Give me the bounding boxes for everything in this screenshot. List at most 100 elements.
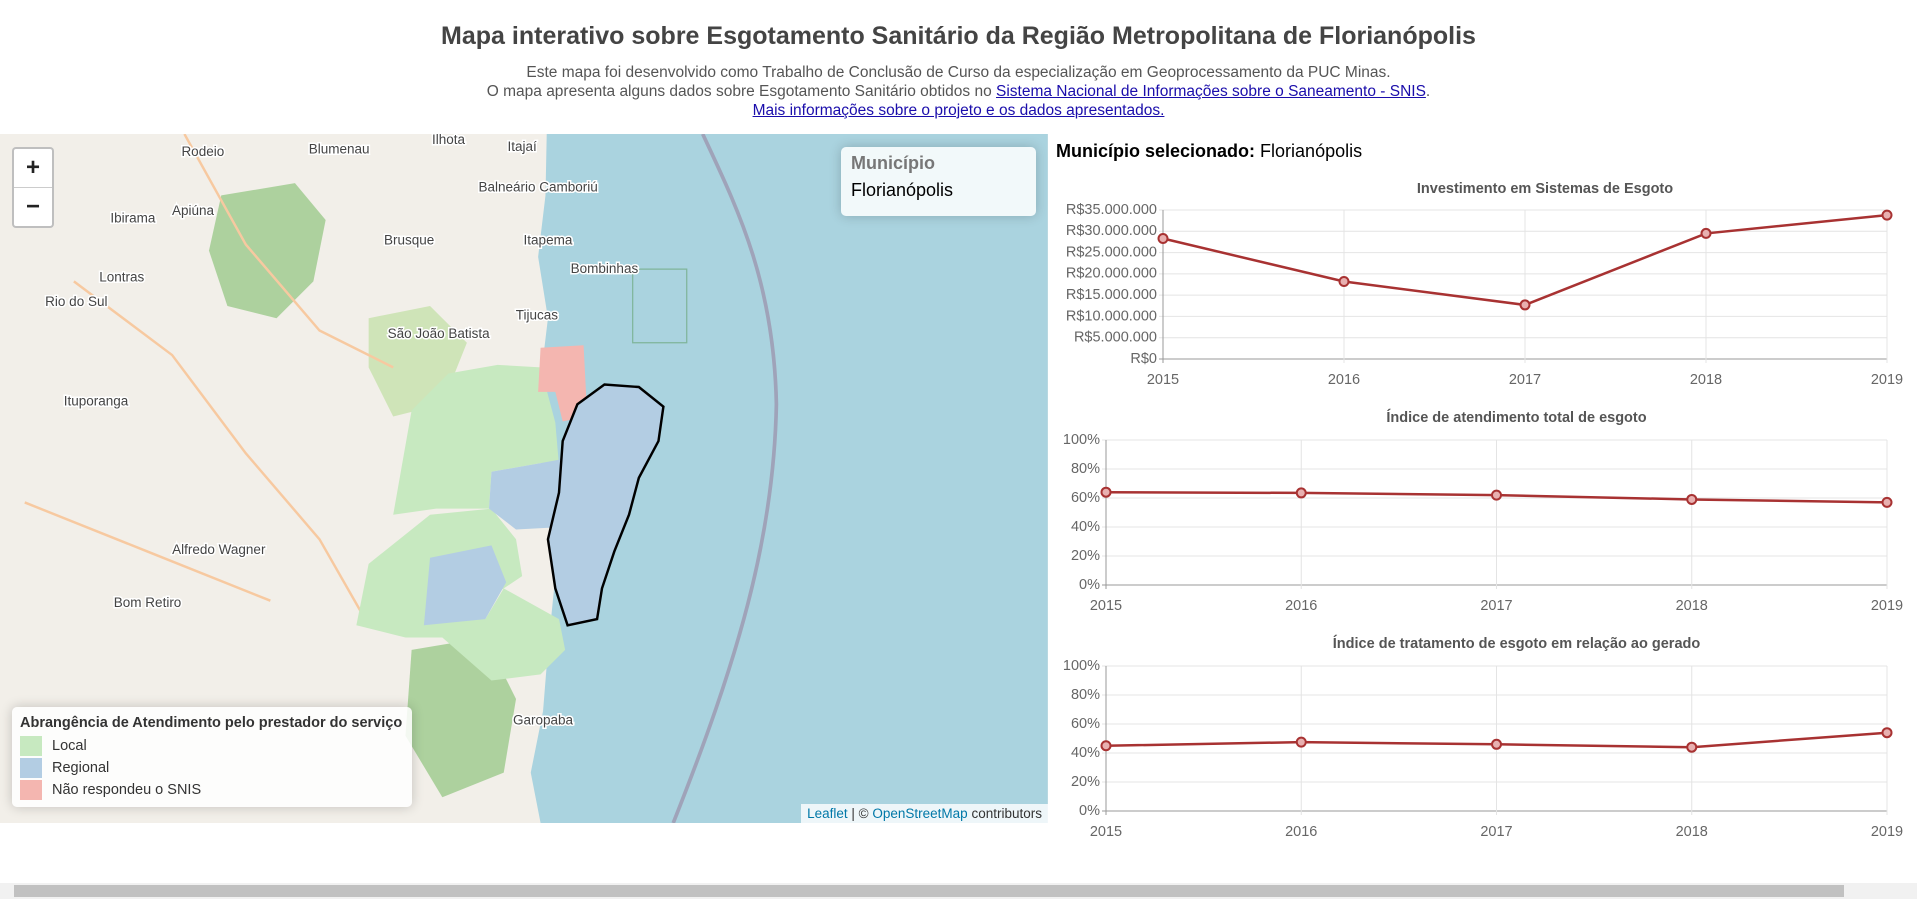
place-label: São João Batista bbox=[388, 326, 491, 341]
data-point bbox=[1338, 276, 1350, 288]
data-point bbox=[1100, 486, 1112, 498]
zoom-in[interactable]: + bbox=[25, 154, 40, 181]
y-tick-label: R$10.000.000 bbox=[1066, 308, 1157, 324]
scrollbar[interactable] bbox=[0, 883, 1917, 899]
x-tick-label: 2018 bbox=[1690, 372, 1722, 388]
x-tick-label: 2016 bbox=[1285, 598, 1317, 614]
data-point bbox=[1491, 738, 1502, 750]
y-tick-label: R$15.000.000 bbox=[1066, 287, 1157, 303]
data-point bbox=[1491, 489, 1502, 501]
legend-swatch bbox=[20, 736, 42, 757]
place-label: Alfredo Wagner bbox=[172, 542, 266, 557]
x-tick-label: 2017 bbox=[1509, 372, 1541, 388]
chart-title: Índice de tratamento de esgoto em relaçã… bbox=[1333, 635, 1701, 652]
region-regional[interactable] bbox=[423, 459, 563, 626]
y-tick-label: 40% bbox=[1071, 519, 1100, 535]
data-point bbox=[1157, 233, 1169, 245]
y-tick-label: 60% bbox=[1071, 716, 1100, 732]
region-local[interactable] bbox=[356, 364, 566, 681]
y-tick-label: 80% bbox=[1071, 687, 1100, 703]
selected-municipality: Município selecionado: Florianópolis bbox=[1056, 141, 1362, 162]
place-label: Ituporanga bbox=[64, 393, 129, 408]
data-point bbox=[1295, 736, 1307, 748]
y-tick-label: 20% bbox=[1071, 548, 1100, 564]
selected-label: Município selecionado: bbox=[1056, 141, 1256, 161]
y-tick-label: R$25.000.000 bbox=[1066, 244, 1157, 260]
zoom-out[interactable]: − bbox=[14, 187, 52, 226]
place-label: Itapema bbox=[524, 233, 573, 248]
snis-link[interactable]: Sistema Nacional de Informações sobre o … bbox=[996, 83, 1426, 100]
place-label: Garopaba bbox=[513, 713, 574, 728]
place-label: Bombinhas bbox=[571, 261, 639, 276]
scroll-thumb[interactable] bbox=[14, 885, 1844, 897]
y-tick-label: 80% bbox=[1071, 461, 1100, 477]
place-label: Ibirama bbox=[110, 210, 156, 225]
y-tick-label: 0% bbox=[1079, 803, 1100, 819]
info-link-row: Mais informações sobre o projeto e os da… bbox=[0, 102, 1917, 120]
boundary bbox=[632, 268, 688, 344]
place-label: Blumenau bbox=[309, 142, 370, 157]
data-point bbox=[1881, 727, 1893, 739]
data-point bbox=[1881, 496, 1893, 508]
data-point bbox=[1881, 209, 1893, 221]
place-label: Rodeio bbox=[181, 144, 224, 159]
info-title: Município bbox=[851, 153, 935, 173]
selected-value: Florianópolis bbox=[1260, 141, 1363, 161]
y-tick-label: 20% bbox=[1071, 774, 1100, 790]
place-label: Tijucas bbox=[516, 307, 559, 322]
legend-swatch bbox=[20, 780, 42, 801]
y-tick-label: R$20.000.000 bbox=[1066, 266, 1157, 282]
ocean bbox=[530, 134, 1048, 823]
legend-item: Regional bbox=[20, 757, 404, 779]
punctuation: . bbox=[1425, 83, 1431, 100]
leaflet-link[interactable]: Leaflet bbox=[807, 806, 848, 821]
x-tick-label: 2015 bbox=[1147, 372, 1179, 388]
x-tick-label: 2017 bbox=[1480, 824, 1512, 840]
y-tick-label: 0% bbox=[1079, 577, 1100, 593]
legend-item: Local bbox=[20, 735, 404, 757]
place-label: Itajaí bbox=[508, 139, 538, 154]
legend-label: Local bbox=[52, 738, 87, 754]
legend: Abrangência de Atendimento pelo prestado… bbox=[12, 707, 412, 807]
charts: Investimento em Sistemas de Esgoto R$0 R$5… bbox=[1063, 181, 1903, 840]
data-point bbox=[1700, 227, 1712, 239]
y-tick-label: 100% bbox=[1063, 432, 1100, 448]
x-tick-label: 2015 bbox=[1090, 824, 1122, 840]
place-label: Rio do Sul bbox=[45, 294, 107, 309]
y-tick-label: 40% bbox=[1071, 745, 1100, 761]
attribution: Leaflet | © OpenStreetMap contributors bbox=[801, 804, 1048, 823]
y-tick-label: R$35.000.000 bbox=[1066, 202, 1157, 218]
x-tick-label: 2016 bbox=[1328, 372, 1360, 388]
map[interactable]: Ilhota Itajaí Rodeio Blumenau Balneário Camb… bbox=[0, 134, 1048, 823]
data-point bbox=[1295, 487, 1307, 499]
page-title: Mapa interativo sobre Esgotamento Sanitá… bbox=[441, 22, 1476, 50]
data-point bbox=[1686, 493, 1698, 505]
data-point bbox=[1519, 299, 1531, 311]
y-tick-label: 60% bbox=[1071, 490, 1100, 506]
legend-title: Abrangência de Atendimento pelo prestado… bbox=[20, 715, 403, 731]
y-tick-label: R$5.000.000 bbox=[1074, 330, 1157, 346]
osm-link[interactable]: OpenStreetMap bbox=[872, 806, 968, 821]
x-tick-label: 2016 bbox=[1285, 824, 1317, 840]
data-point bbox=[1100, 740, 1112, 752]
x-tick-label: 2019 bbox=[1871, 598, 1903, 614]
x-tick-label: 2017 bbox=[1480, 598, 1512, 614]
attribution-text: | © bbox=[847, 806, 873, 821]
map-canvas: Ilhota Itajaí Rodeio Blumenau Balneário Camb… bbox=[0, 134, 1048, 823]
attribution-text: contributors bbox=[967, 806, 1042, 821]
place-label: Brusque bbox=[384, 233, 434, 248]
y-tick-label: R$0 bbox=[1130, 351, 1157, 367]
data-point bbox=[1686, 741, 1698, 753]
chart-title: Investimento em Sistemas de Esgoto bbox=[1417, 181, 1673, 197]
info-link[interactable]: Mais informações sobre o projeto e os da… bbox=[752, 102, 1165, 119]
legend-item: Não respondeu o SNIS bbox=[20, 779, 404, 801]
region-no-answer[interactable] bbox=[538, 345, 588, 422]
x-tick-label: 2018 bbox=[1676, 824, 1708, 840]
place-labels: Ilhota Itajaí Rodeio Blumenau Balneário Camb… bbox=[44, 134, 640, 729]
chart-title: Índice de atendimento total de esgoto bbox=[1386, 409, 1646, 426]
x-tick-label: 2019 bbox=[1871, 824, 1903, 840]
region-florianopolis[interactable] bbox=[546, 383, 665, 627]
place-label: Ilhota bbox=[432, 134, 466, 147]
